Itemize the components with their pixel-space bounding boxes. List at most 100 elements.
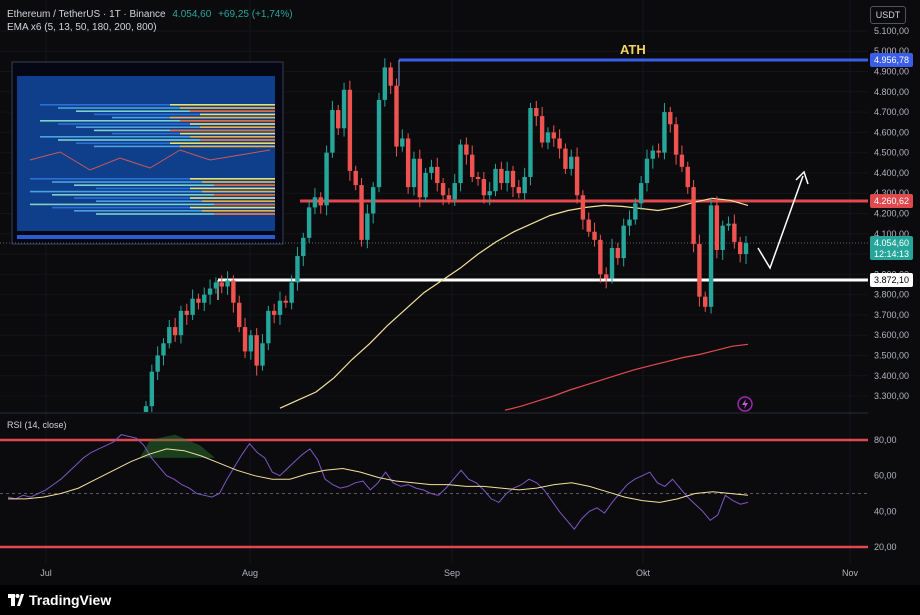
candle-body — [213, 282, 219, 289]
time-axis: Jul Aug Sep Okt Nov — [40, 568, 858, 578]
candle-body — [237, 302, 242, 328]
candle-body — [580, 195, 586, 220]
current-price-label: 4.054,60 12:14:13 — [870, 236, 913, 260]
heatmap-band — [200, 113, 275, 116]
price-chart[interactable]: ATH RSI (14, close) 3.300,00 3.400,00 3.50… — [0, 0, 920, 585]
candle-body — [336, 110, 341, 129]
candle-body — [376, 99, 382, 188]
heatmap-band — [96, 213, 275, 215]
candle-body — [260, 343, 265, 366]
candle-body — [301, 237, 306, 257]
candle-body — [726, 223, 731, 226]
heatmap-band — [76, 110, 275, 112]
candle-body — [504, 170, 510, 184]
heatmap-band — [58, 123, 275, 125]
heatmap-band — [58, 107, 275, 109]
rsi-ma-line — [8, 448, 749, 503]
candle-body — [365, 213, 370, 240]
candle-body — [359, 185, 364, 240]
candle-body — [627, 219, 632, 226]
candle-body — [202, 294, 207, 303]
heatmap-band — [94, 113, 275, 116]
heatmap-band — [52, 181, 275, 183]
heatmap-band — [202, 200, 275, 202]
price-tick-label: 4.200,00 — [874, 208, 909, 218]
svg-text:12:14:13: 12:14:13 — [874, 249, 909, 259]
heatmap-band — [170, 104, 275, 106]
price-tick-label: 5.000,00 — [874, 46, 909, 56]
rsi-tick-label: 60,00 — [874, 471, 897, 481]
candle-body — [703, 296, 708, 307]
candle-body — [650, 150, 655, 159]
symbol-header[interactable]: Ethereum / TetherUS · 1T · Binance 4.054… — [7, 9, 293, 20]
rsi-line — [7, 434, 749, 531]
candle-body — [446, 195, 452, 200]
heatmap-band — [190, 178, 275, 180]
time-tick-label: Nov — [842, 568, 859, 578]
candle-body — [638, 183, 644, 204]
candle-body — [475, 176, 481, 180]
candle-body — [167, 327, 172, 344]
candle-body — [691, 187, 696, 244]
heatmap-band — [190, 110, 275, 112]
candle-body — [330, 110, 335, 153]
heatmap-band — [96, 187, 275, 190]
rsi-tick-label: 20,00 — [874, 542, 897, 552]
candle-body — [370, 187, 376, 214]
candle-body — [207, 288, 213, 295]
tradingview-logo[interactable]: TradingView — [8, 592, 111, 608]
candle-body — [539, 116, 545, 143]
candle-body — [714, 205, 720, 251]
candle-body — [440, 183, 446, 196]
candle-body — [452, 183, 457, 200]
rsi-tick-label: 40,00 — [874, 506, 897, 516]
price-tick-label: 4.700,00 — [874, 107, 909, 117]
candle-body — [394, 85, 399, 147]
heatmap-band — [76, 126, 275, 128]
heatmap-band — [40, 104, 275, 106]
indicator-legend[interactable]: EMA x6 (5, 13, 50, 180, 200, 800) — [7, 22, 157, 33]
heatmap-band — [180, 132, 275, 135]
ath-price-label: 4.956,78 — [870, 53, 913, 67]
candle-body — [679, 154, 685, 167]
price-tick-label: 3.700,00 — [874, 310, 909, 320]
price-tick-label: 4.500,00 — [874, 148, 909, 158]
candle-body — [271, 310, 277, 315]
lightning-icon[interactable] — [737, 396, 753, 412]
tradingview-logo-icon — [8, 594, 24, 606]
rsi-pane — [0, 434, 868, 549]
candle-body — [225, 280, 230, 287]
candle-body — [242, 327, 248, 352]
footer-bar: TradingView — [0, 585, 920, 615]
price-tick-label: 4.800,00 — [874, 87, 909, 97]
heatmap-band — [202, 210, 275, 212]
candle-body — [353, 170, 358, 186]
heatmap-band — [180, 145, 275, 148]
heatmap-band — [190, 123, 275, 125]
currency-button[interactable]: USDT — [870, 6, 906, 24]
candle-body — [586, 219, 591, 232]
svg-text:4.054,60: 4.054,60 — [874, 238, 909, 248]
candle-body — [644, 158, 650, 184]
candle-body — [720, 225, 725, 251]
candle-body — [417, 158, 422, 198]
candle-body — [196, 298, 201, 303]
price-tick-label: 4.600,00 — [874, 127, 909, 137]
heatmap-band — [30, 203, 275, 206]
projection-arrow — [757, 170, 809, 270]
heatmap-band — [190, 206, 275, 209]
candle-body — [283, 300, 289, 303]
ema-50-line — [279, 197, 749, 409]
price-tick-label: 4.900,00 — [874, 67, 909, 77]
candle-body — [347, 89, 353, 171]
candle-body — [528, 108, 533, 177]
rsi-axis: 20,00 40,00 60,00 80,00 — [874, 435, 897, 552]
candle-body — [569, 156, 574, 169]
candle-body — [341, 89, 347, 129]
ema-lines — [279, 197, 749, 411]
candle-body — [557, 138, 562, 149]
svg-text:4.956,78: 4.956,78 — [874, 55, 909, 65]
candle-body — [615, 247, 621, 259]
heatmap-band — [200, 139, 275, 141]
